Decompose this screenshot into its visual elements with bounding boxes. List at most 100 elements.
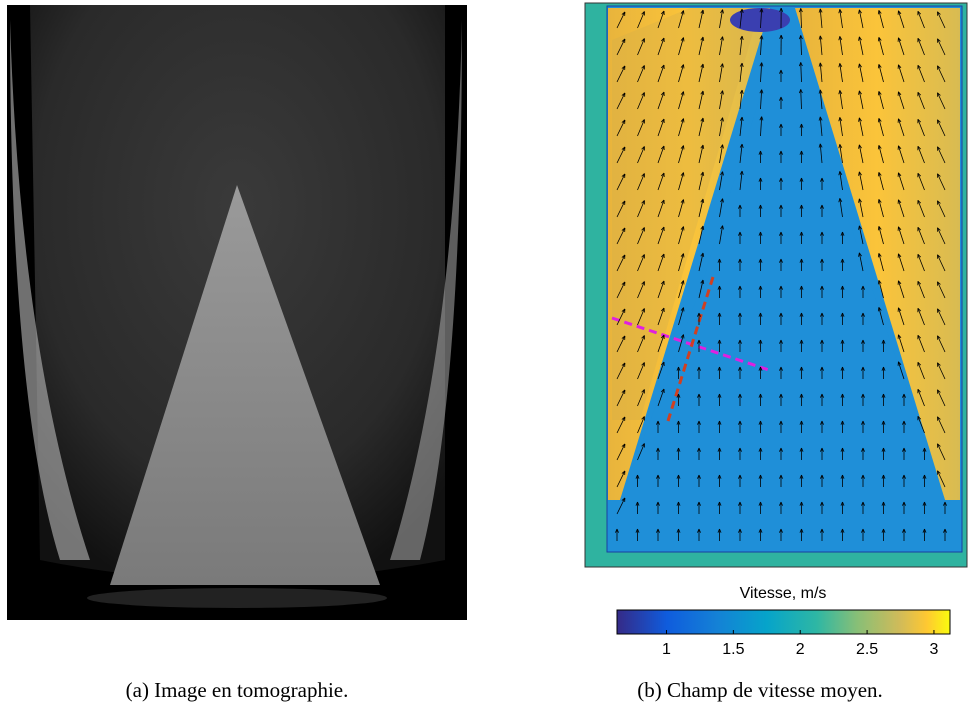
- arrow-head: [621, 227, 626, 232]
- arrow-head: [858, 144, 862, 149]
- arrow: [878, 37, 884, 56]
- arrow-head: [720, 36, 724, 41]
- arrow-head: [656, 420, 660, 425]
- arrow-head: [818, 143, 823, 148]
- arrow-head: [861, 501, 865, 506]
- arrow-head: [861, 447, 865, 452]
- arrow-head: [861, 528, 865, 533]
- arrow-head: [779, 69, 783, 74]
- arrow-head: [621, 389, 626, 394]
- arrow-head: [739, 35, 744, 41]
- arrow-head: [779, 393, 783, 398]
- arrow: [698, 198, 704, 218]
- arrow-head: [858, 171, 862, 176]
- arrow-head: [799, 312, 804, 317]
- arrow-head: [799, 528, 804, 533]
- arrow-head: [858, 225, 862, 230]
- arrow-head: [621, 362, 626, 367]
- arrow-head: [897, 37, 902, 42]
- arrow: [937, 335, 946, 353]
- arrow: [878, 91, 884, 110]
- arrow: [616, 416, 626, 434]
- arrow-head: [641, 443, 645, 448]
- arrow-head: [621, 11, 626, 16]
- arrow: [637, 146, 645, 164]
- arrow-head: [799, 393, 804, 398]
- arrow: [917, 416, 925, 434]
- arrow: [637, 443, 645, 461]
- arrow: [917, 173, 925, 191]
- arrow-head: [758, 420, 763, 425]
- arrow: [760, 89, 763, 110]
- arrow-head: [877, 280, 882, 285]
- arrow-head: [917, 92, 922, 97]
- arrow-head: [840, 447, 845, 452]
- arrow: [878, 172, 884, 191]
- arrow: [637, 92, 645, 110]
- arrow: [719, 9, 723, 29]
- arrow: [898, 334, 905, 353]
- arrow: [637, 362, 645, 380]
- arrow-head: [676, 447, 681, 452]
- arrow-head: [937, 362, 941, 367]
- arrow-head: [641, 281, 645, 286]
- arrow: [878, 280, 884, 299]
- arrow-head: [799, 231, 804, 236]
- arrow: [937, 119, 946, 137]
- arrow: [719, 117, 723, 137]
- arrow: [616, 443, 626, 461]
- arrow-head: [917, 254, 922, 259]
- arrow-head: [897, 226, 902, 231]
- arrow: [719, 198, 723, 218]
- arrow-head: [635, 528, 640, 533]
- arrow-head: [840, 285, 845, 290]
- arrow: [739, 171, 743, 191]
- arrow-head: [779, 96, 783, 101]
- arrow: [657, 118, 665, 137]
- arrow: [657, 172, 665, 191]
- arrow: [637, 227, 645, 245]
- arrow-head: [720, 63, 724, 68]
- arrow: [800, 89, 802, 110]
- arrow: [657, 307, 665, 326]
- arrow-head: [660, 199, 665, 205]
- arrow: [839, 117, 843, 137]
- arrow-head: [922, 447, 927, 452]
- arrow-head: [838, 117, 843, 122]
- arrow-head: [621, 281, 626, 286]
- arrow-head: [758, 339, 763, 344]
- arrow-head: [697, 312, 701, 317]
- arrow: [858, 90, 864, 110]
- arrow-head: [676, 393, 681, 398]
- colorbar-label: Vitesse, m/s: [740, 585, 827, 602]
- arrow-head: [641, 200, 645, 205]
- arrow: [878, 307, 884, 326]
- arrow-head: [656, 501, 660, 506]
- arrow-head: [621, 497, 626, 502]
- arrow-head: [739, 62, 744, 68]
- arrow: [616, 227, 626, 245]
- arrow: [616, 119, 626, 137]
- arrow-head: [897, 172, 902, 177]
- arrow-head: [937, 146, 941, 151]
- arrow-head: [758, 150, 763, 155]
- arrow-head: [680, 91, 685, 96]
- arrow: [898, 226, 905, 245]
- arrow-head: [717, 339, 722, 344]
- arrow: [616, 146, 626, 164]
- arrow-head: [799, 123, 804, 128]
- arrow-head: [902, 474, 906, 479]
- arrow-head: [738, 366, 742, 371]
- arrow-head: [798, 89, 803, 94]
- arrow: [917, 146, 925, 164]
- arrow-head: [897, 199, 902, 204]
- arrow-head: [720, 117, 724, 122]
- arrow-head: [897, 118, 902, 123]
- arrow: [898, 172, 905, 191]
- arrow-head: [861, 339, 865, 344]
- arrow: [637, 38, 645, 56]
- arrow: [878, 226, 884, 245]
- arrow: [937, 92, 946, 110]
- arrow: [858, 9, 864, 29]
